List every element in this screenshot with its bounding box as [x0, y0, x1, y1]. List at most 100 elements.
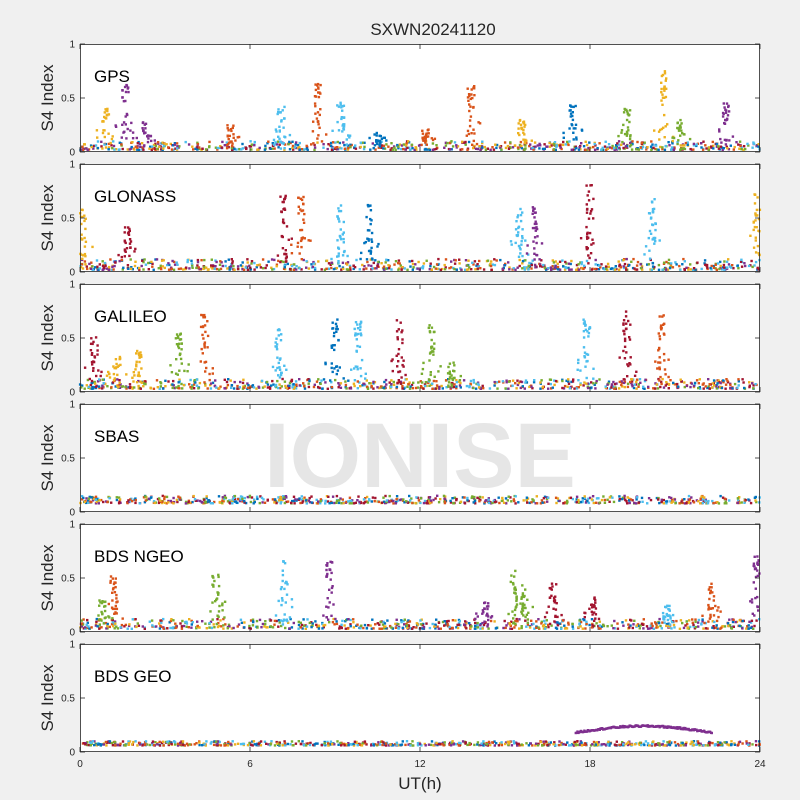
data-point: [461, 496, 465, 499]
data-point: [654, 360, 657, 363]
data-point: [739, 260, 743, 263]
data-point: [570, 380, 573, 384]
data-point: [342, 104, 346, 107]
data-point: [372, 261, 375, 265]
data-point: [580, 142, 583, 145]
data-point: [381, 386, 384, 389]
data-point: [114, 148, 118, 151]
data-point: [90, 145, 93, 149]
data-point: [340, 502, 343, 505]
data-point: [737, 380, 740, 383]
data-point: [592, 197, 595, 201]
data-point: [202, 337, 205, 340]
data-point: [342, 116, 346, 119]
data-point: [141, 127, 144, 130]
data-point: [512, 622, 515, 625]
data-point: [589, 210, 593, 213]
data-point: [476, 624, 479, 627]
data-point: [136, 374, 140, 377]
data-point: [636, 260, 640, 264]
data-point: [597, 627, 601, 630]
data-point: [263, 148, 267, 151]
data-point: [753, 202, 757, 205]
data-point: [247, 386, 250, 390]
data-point: [101, 131, 105, 135]
data-points: [78, 310, 758, 390]
data-point: [378, 134, 381, 137]
data-point: [233, 147, 236, 150]
data-point: [87, 499, 90, 503]
data-point: [506, 144, 510, 148]
data-point: [271, 142, 274, 145]
data-point: [273, 501, 276, 504]
data-point: [122, 131, 125, 134]
data-point: [90, 626, 93, 629]
data-point: [700, 623, 703, 626]
data-point: [252, 502, 255, 505]
data-point: [241, 497, 244, 500]
data-point: [421, 624, 424, 627]
data-point: [520, 144, 523, 148]
data-point: [613, 268, 617, 271]
data-point: [752, 384, 755, 387]
data-point: [365, 495, 369, 499]
data-point: [470, 88, 473, 91]
data-point: [333, 367, 336, 370]
data-point: [562, 265, 565, 268]
axes-area: [80, 404, 760, 512]
data-point: [227, 129, 230, 132]
data-point: [432, 387, 435, 390]
data-point: [543, 266, 547, 269]
data-point: [203, 346, 206, 349]
data-point: [419, 497, 423, 500]
data-point: [586, 232, 589, 235]
data-point: [150, 148, 153, 151]
data-point: [431, 142, 435, 145]
data-point: [672, 381, 675, 385]
data-point: [746, 142, 749, 146]
data-point: [719, 145, 723, 148]
data-point: [468, 622, 471, 625]
data-point: [714, 626, 718, 629]
data-point: [82, 627, 85, 630]
data-point: [401, 626, 404, 630]
data-point: [476, 626, 479, 629]
data-point: [685, 502, 688, 505]
data-point: [629, 618, 632, 622]
data-point: [167, 262, 170, 265]
data-point: [220, 146, 223, 149]
data-point: [448, 370, 451, 373]
data-point: [398, 262, 401, 265]
data-point: [205, 627, 208, 630]
data-point: [345, 387, 348, 390]
data-point: [144, 382, 147, 386]
data-point: [394, 260, 398, 263]
data-point: [412, 266, 415, 269]
data-point: [702, 140, 705, 143]
data-point: [455, 144, 458, 147]
data-point: [635, 264, 639, 267]
data-point: [449, 148, 452, 151]
data-point: [83, 214, 86, 217]
data-point: [588, 141, 591, 144]
data-point: [363, 141, 366, 144]
data-point: [464, 268, 467, 271]
data-point: [163, 501, 167, 504]
data-point: [750, 619, 754, 622]
data-point: [554, 260, 557, 263]
data-point: [618, 497, 621, 501]
data-point: [112, 379, 116, 382]
data-point: [676, 121, 679, 125]
data-point: [126, 127, 129, 131]
data-point: [642, 618, 645, 621]
data-point: [228, 499, 231, 502]
data-point: [227, 138, 230, 141]
data-point: [697, 618, 701, 622]
data-point: [526, 618, 530, 621]
data-point: [431, 148, 434, 151]
data-point: [359, 325, 362, 329]
data-point: [132, 380, 135, 383]
data-point: [358, 328, 362, 332]
data-point: [443, 620, 446, 623]
data-point: [662, 386, 666, 389]
